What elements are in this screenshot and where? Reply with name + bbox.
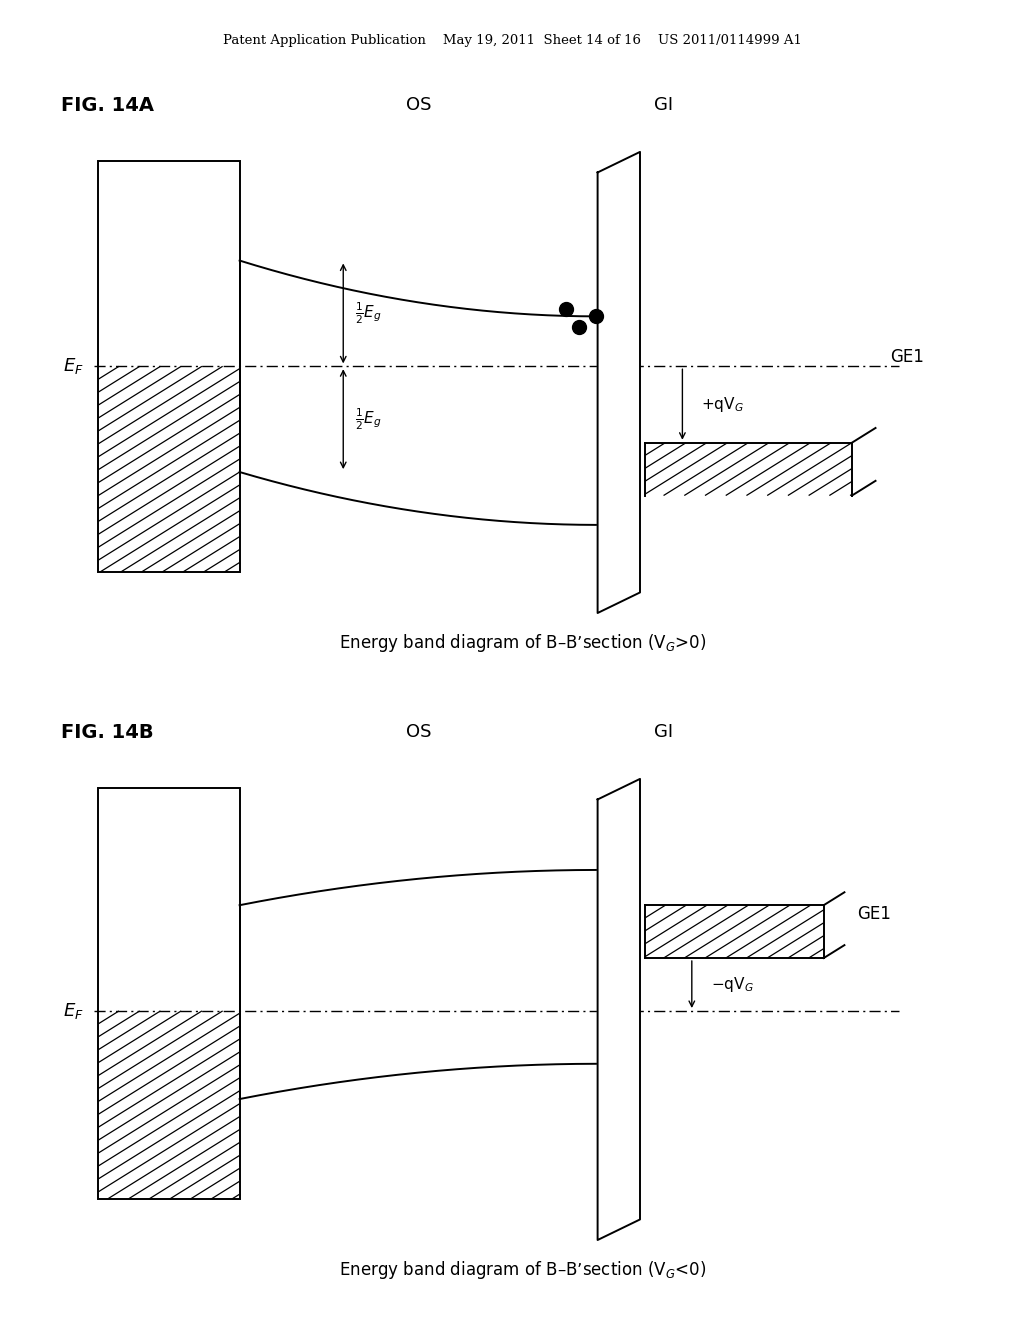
Polygon shape [598,779,640,1239]
Text: Energy band diagram of B–B’section (V$_G$<0): Energy band diagram of B–B’section (V$_G… [339,1259,706,1282]
Text: GE1: GE1 [857,906,891,923]
Polygon shape [598,152,640,612]
Text: FIG. 14A: FIG. 14A [60,96,154,115]
Text: Energy band diagram of B–B’section (V$_G$>0): Energy band diagram of B–B’section (V$_G… [339,632,706,655]
Text: −qV$_G$: −qV$_G$ [711,975,754,994]
Bar [98,788,240,1199]
Text: GI: GI [654,723,673,741]
Text: $E_F$: $E_F$ [63,1001,84,1020]
Bar [98,161,240,572]
Text: $\frac{1}{2}E_g$: $\frac{1}{2}E_g$ [354,407,381,432]
Text: OS: OS [406,723,431,741]
Text: GE1: GE1 [890,348,924,367]
Text: GI: GI [654,96,673,114]
Text: +qV$_G$: +qV$_G$ [701,395,744,414]
Text: Patent Application Publication    May 19, 2011  Sheet 14 of 16    US 2011/011499: Patent Application Publication May 19, 2… [222,34,802,48]
Text: FIG. 14B: FIG. 14B [60,723,154,742]
Text: $\frac{1}{2}E_g$: $\frac{1}{2}E_g$ [354,301,381,326]
Text: OS: OS [406,96,431,114]
Text: $E_F$: $E_F$ [63,356,84,376]
